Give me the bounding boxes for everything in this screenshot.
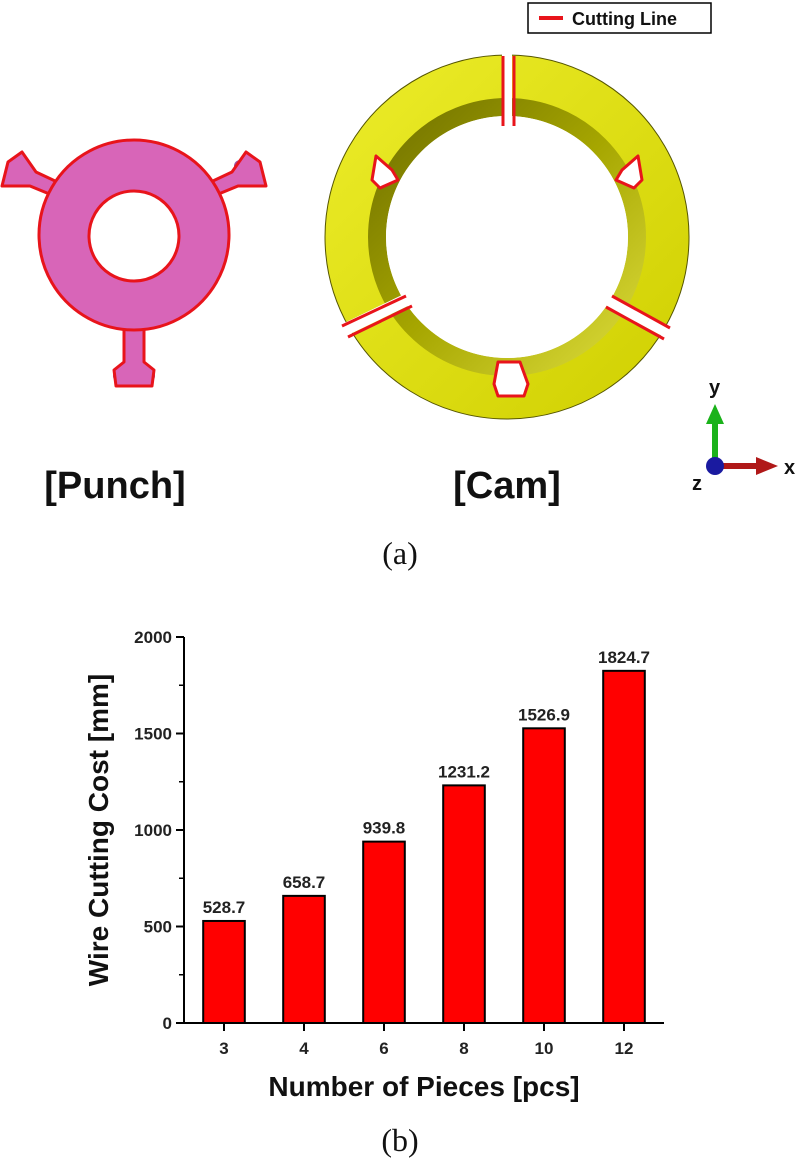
x-tick-label: 6 (379, 1039, 388, 1058)
axis-z-label: z (692, 473, 702, 495)
bar-chart: 0 500 1000 1500 2000 528.7 658.7 939.8 1231.2 15… (83, 628, 664, 1102)
x-tick-label: 8 (459, 1039, 468, 1058)
bar-value-label: 658.7 (283, 873, 326, 892)
y-tick-label: 1000 (134, 821, 172, 840)
punch-label: [Punch] (44, 465, 185, 507)
bar-value-label: 528.7 (203, 898, 246, 917)
legend-label: Cutting Line (572, 9, 677, 29)
y-axis-title: Wire Cutting Cost [mm] (83, 674, 114, 986)
bar (602, 669, 646, 1024)
cam-drawing (324, 52, 690, 420)
bar-value-label: 1526.9 (518, 705, 570, 724)
legend: Cutting Line (527, 2, 712, 34)
bars: 528.7 658.7 939.8 1231.2 1526.9 1824.7 (202, 648, 650, 1025)
bar-value-label: 1231.2 (438, 762, 490, 781)
cam-label: [Cam] (453, 465, 561, 507)
bar-value-label: 939.8 (363, 819, 406, 838)
bar (522, 727, 566, 1024)
y-tick-label: 2000 (134, 628, 172, 647)
bar (362, 840, 406, 1024)
bar-value-label: 1824.7 (598, 648, 650, 667)
bar (282, 894, 326, 1025)
x-tick-label: 3 (219, 1039, 228, 1058)
punch-drawing (0, 138, 268, 388)
y-axis: 0 500 1000 1500 2000 (134, 628, 184, 1033)
panel-a: Cutting Line [Punch] (0, 2, 795, 571)
y-tick-label: 500 (144, 918, 172, 937)
x-axis-title: Number of Pieces [pcs] (268, 1071, 579, 1102)
x-tick-label: 12 (615, 1039, 634, 1058)
y-tick-label: 0 (163, 1014, 172, 1033)
axis-x-label: x (784, 457, 795, 479)
x-axis: 3 4 6 8 10 12 (219, 1023, 633, 1058)
axis-triad: y x z (692, 377, 795, 495)
bar (442, 784, 486, 1025)
bar (202, 919, 246, 1024)
axis-y-label: y (709, 377, 721, 399)
y-tick-label: 1500 (134, 725, 172, 744)
x-tick-label: 10 (535, 1039, 554, 1058)
x-tick-label: 4 (299, 1039, 309, 1058)
caption-a: (a) (382, 535, 418, 571)
caption-b: (b) (381, 1122, 418, 1158)
